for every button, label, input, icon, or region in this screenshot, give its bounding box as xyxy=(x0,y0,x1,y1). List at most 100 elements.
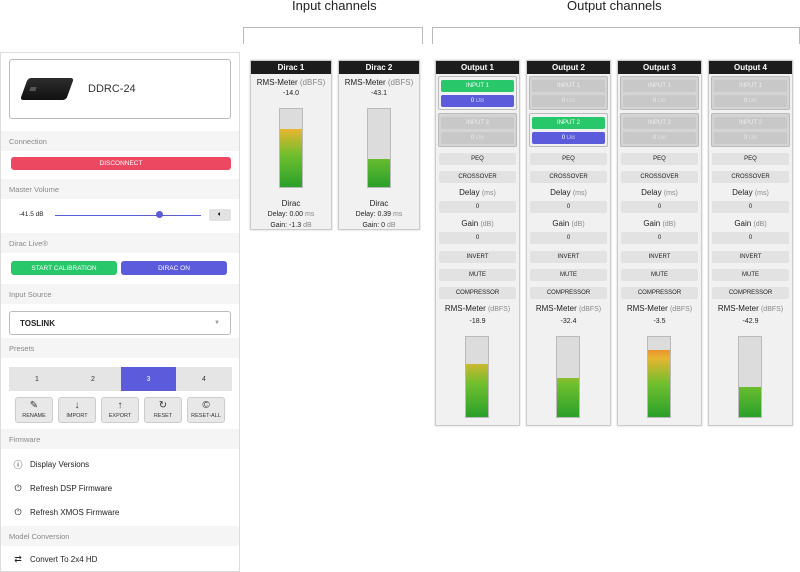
gain-label: Gain (dB) xyxy=(461,219,494,228)
refresh-dsp-item[interactable]: ⏻ Refresh DSP Firmware xyxy=(11,480,112,496)
display-versions-item[interactable]: ⓘ Display Versions xyxy=(11,456,89,472)
delay-input[interactable]: 0 xyxy=(712,201,789,213)
input-channels-header: Input channels xyxy=(292,0,377,13)
delay-input[interactable]: 0 xyxy=(439,201,516,213)
volume-slider[interactable] xyxy=(55,215,201,216)
mute-button[interactable]: MUTE xyxy=(439,269,516,281)
rms-value: -18.9 xyxy=(469,318,486,325)
mute-button[interactable]: MUTE xyxy=(712,269,789,281)
preset-2-button[interactable]: 2 xyxy=(65,367,121,391)
refresh-xmos-item[interactable]: ⏻ Refresh XMOS Firmware xyxy=(11,504,119,520)
input-2-gain[interactable]: 0 DB xyxy=(532,132,605,144)
input-2-gain[interactable]: 0 DB xyxy=(441,132,514,144)
compressor-button[interactable]: COMPRESSOR xyxy=(712,287,789,299)
output-channels-header: Output channels xyxy=(567,0,662,13)
gain-input[interactable]: 0 xyxy=(712,232,789,244)
dirac-on-button[interactable]: DIRAC ON xyxy=(121,261,227,275)
mute-button[interactable]: MUTE xyxy=(530,269,607,281)
preset-1-button[interactable]: 1 xyxy=(9,367,65,391)
upload-icon: ↑ xyxy=(117,400,123,411)
input-2-gain[interactable]: 0 DB xyxy=(623,132,696,144)
import-button[interactable]: ↓ IMPORT xyxy=(58,397,96,423)
input-2-route[interactable]: INPUT 2 0 DB xyxy=(711,113,790,147)
input-1-gain[interactable]: 0 DB xyxy=(441,95,514,107)
input-1-route[interactable]: INPUT 1 0 DB xyxy=(529,76,608,110)
input-2-toggle[interactable]: INPUT 2 xyxy=(623,117,696,129)
reset-all-button[interactable]: © RESET-ALL xyxy=(187,397,225,423)
delay-input[interactable]: 0 xyxy=(621,201,698,213)
channel-title: Dirac 1 xyxy=(251,61,331,74)
input-1-gain[interactable]: 0 DB xyxy=(532,95,605,107)
reset-all-label: RESET-ALL xyxy=(191,413,221,419)
convert-item[interactable]: ⇄ Convert To 2x4 HD xyxy=(11,551,97,567)
input-2-route[interactable]: INPUT 2 0 DB xyxy=(620,113,699,147)
input-1-toggle[interactable]: INPUT 1 xyxy=(441,80,514,92)
meter-fill xyxy=(648,350,670,417)
volume-slider-thumb[interactable] xyxy=(155,211,163,218)
sidebar: DDRC-24 Connection DISCONNECT Master Vol… xyxy=(0,52,240,572)
channel-title: Output 4 xyxy=(709,61,792,74)
input-channel-2: Dirac 2 RMS-Meter (dBFS) -43.1 Dirac Del… xyxy=(338,60,420,230)
export-button[interactable]: ↑ EXPORT xyxy=(101,397,139,423)
rename-button[interactable]: ✎ RENAME xyxy=(15,397,53,423)
input-2-gain[interactable]: 0 DB xyxy=(714,132,787,144)
peq-button[interactable]: PEQ xyxy=(439,153,516,165)
meter-fill xyxy=(739,387,761,417)
input-2-route[interactable]: INPUT 2 0 DB xyxy=(438,113,517,147)
invert-button[interactable]: INVERT xyxy=(439,251,516,263)
mute-button[interactable]: MUTE xyxy=(621,269,698,281)
compressor-button[interactable]: COMPRESSOR xyxy=(439,287,516,299)
rms-meter-label: RMS-Meter (dBFS) xyxy=(626,304,693,313)
meter-fill xyxy=(368,159,390,187)
input-2-toggle[interactable]: INPUT 2 xyxy=(532,117,605,129)
refresh-icon: ↻ xyxy=(158,400,168,411)
input-1-toggle[interactable]: INPUT 1 xyxy=(532,80,605,92)
input-1-toggle[interactable]: INPUT 1 xyxy=(714,80,787,92)
reset-label: RESET xyxy=(153,413,173,419)
rms-meter-label: RMS-Meter (dBFS) xyxy=(444,304,511,313)
peq-button[interactable]: PEQ xyxy=(530,153,607,165)
input-1-route[interactable]: INPUT 1 0 DB xyxy=(438,76,517,110)
disconnect-button[interactable]: DISCONNECT xyxy=(11,157,231,170)
invert-button[interactable]: INVERT xyxy=(712,251,789,263)
device-card[interactable]: DDRC-24 xyxy=(9,59,231,119)
speaker-icon[interactable]: 🔈︎ xyxy=(209,209,231,221)
preset-3-button[interactable]: 3 xyxy=(121,367,176,391)
peq-button[interactable]: PEQ xyxy=(621,153,698,165)
crossover-button[interactable]: CROSSOVER xyxy=(712,171,789,183)
preset-4-button[interactable]: 4 xyxy=(176,367,232,391)
delay-input[interactable]: 0 xyxy=(530,201,607,213)
input-2-toggle[interactable]: INPUT 2 xyxy=(714,117,787,129)
peq-button[interactable]: PEQ xyxy=(712,153,789,165)
input-2-toggle[interactable]: INPUT 2 xyxy=(441,117,514,129)
copyright-icon: © xyxy=(202,400,210,411)
rms-value: -3.5 xyxy=(653,318,666,325)
channel-title: Output 2 xyxy=(527,61,610,74)
input-1-route[interactable]: INPUT 1 0 DB xyxy=(620,76,699,110)
power-icon: ⏻ xyxy=(14,506,22,517)
invert-button[interactable]: INVERT xyxy=(621,251,698,263)
input-1-gain[interactable]: 0 DB xyxy=(714,95,787,107)
input-2-route[interactable]: INPUT 2 0 DB xyxy=(529,113,608,147)
crossover-button[interactable]: CROSSOVER xyxy=(439,171,516,183)
gain-label: Gain (dB) xyxy=(643,219,676,228)
crossover-button[interactable]: CROSSOVER xyxy=(530,171,607,183)
input-source-select[interactable]: TOSLINK ▼ xyxy=(9,311,231,335)
invert-button[interactable]: INVERT xyxy=(530,251,607,263)
gain-input[interactable]: 0 xyxy=(439,232,516,244)
start-calibration-button[interactable]: START CALIBRATION xyxy=(11,261,117,275)
input-bracket xyxy=(243,27,423,44)
output-channel-3: Output 3 INPUT 1 0 DB INPUT 2 0 DB PEQ C… xyxy=(617,60,702,426)
crossover-button[interactable]: CROSSOVER xyxy=(621,171,698,183)
gain-readout: Gain: -1.3 dB xyxy=(270,222,312,229)
rms-value: -14.0 xyxy=(283,90,299,97)
device-image xyxy=(19,78,75,100)
reset-button[interactable]: ↻ RESET xyxy=(144,397,182,423)
gain-input[interactable]: 0 xyxy=(530,232,607,244)
compressor-button[interactable]: COMPRESSOR xyxy=(621,287,698,299)
gain-input[interactable]: 0 xyxy=(621,232,698,244)
input-1-toggle[interactable]: INPUT 1 xyxy=(623,80,696,92)
input-1-route[interactable]: INPUT 1 0 DB xyxy=(711,76,790,110)
compressor-button[interactable]: COMPRESSOR xyxy=(530,287,607,299)
input-1-gain[interactable]: 0 DB xyxy=(623,95,696,107)
